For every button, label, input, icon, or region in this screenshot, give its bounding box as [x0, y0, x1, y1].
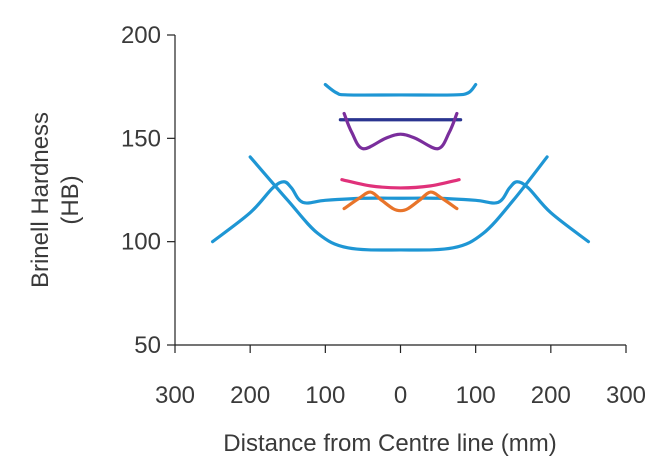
x-tick-label: 300 [155, 382, 195, 409]
y-axis-title-line1: Brinell Hardness [27, 112, 54, 288]
y-axis-title: Brinell Hardness (HB) [27, 112, 84, 288]
x-tick-label: 100 [456, 382, 496, 409]
y-tick-label: 200 [121, 22, 161, 49]
x-tick-label: 100 [305, 382, 345, 409]
y-tick-label: 150 [121, 125, 161, 152]
series-line-5 [342, 111, 459, 151]
series-line-1 [210, 180, 591, 244]
x-tick-label: 300 [606, 382, 645, 409]
x-tick-label: 200 [230, 382, 270, 409]
series-line-2 [248, 155, 549, 252]
y-tick-label: 50 [134, 332, 161, 359]
y-tick-label: 100 [121, 229, 161, 256]
axes: 50 100 150 200 300 200 100 0 100 200 300 [121, 22, 645, 409]
series-line-7 [342, 190, 459, 213]
x-tick-label: 200 [531, 382, 571, 409]
x-axis-title: Distance from Centre line (mm) [223, 430, 556, 457]
series-layer [210, 83, 591, 252]
x-tick-label: 0 [394, 382, 407, 409]
y-axis-title-line2: (HB) [57, 175, 84, 224]
series-line-3 [323, 83, 478, 97]
series-line-6 [340, 178, 461, 190]
